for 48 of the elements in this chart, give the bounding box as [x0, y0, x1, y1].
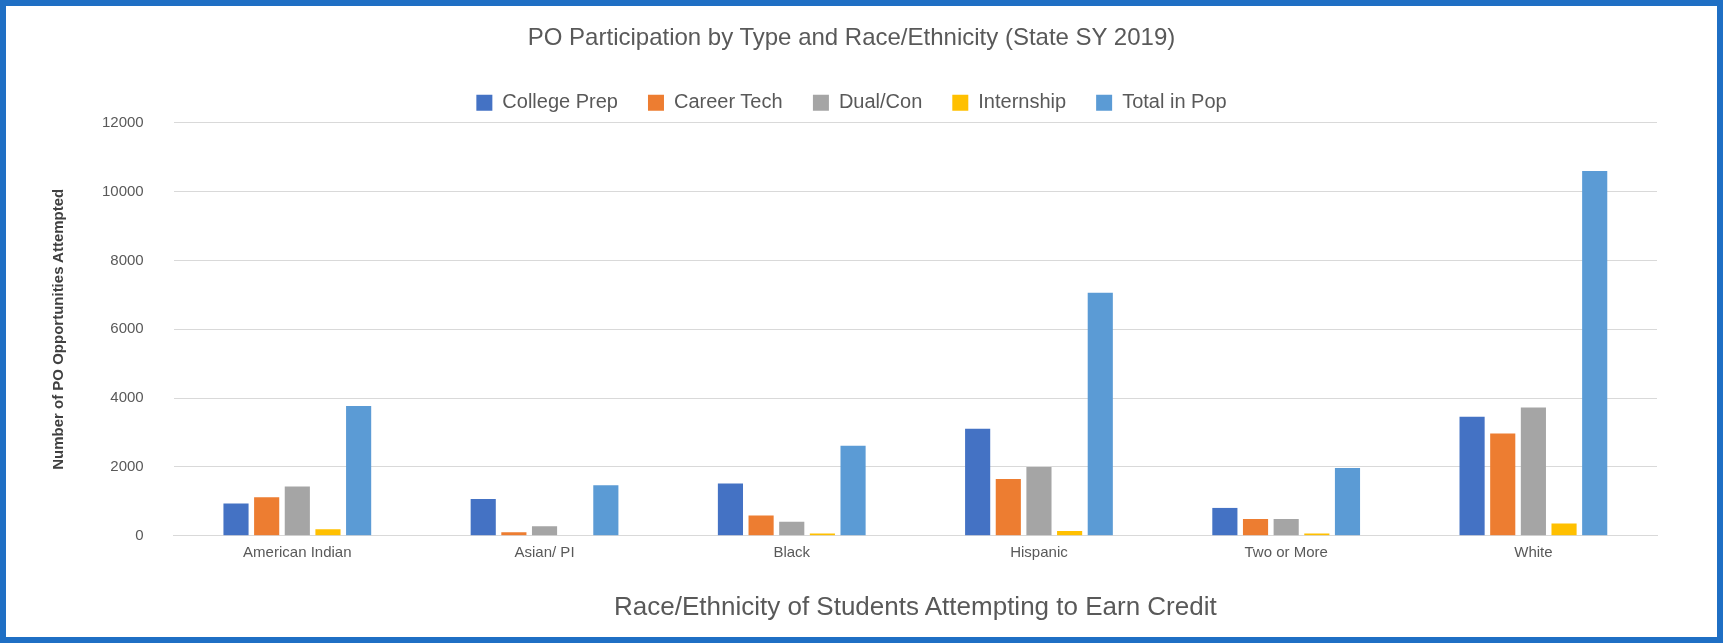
- chart-title: PO Participation by Type and Race/Ethnicity (State SY 2019): [527, 23, 1176, 51]
- bar: [1087, 292, 1113, 536]
- legend-label: Career Tech: [673, 90, 783, 113]
- y-tick-label: 10000: [101, 181, 144, 199]
- y-tick-label: 0: [135, 525, 144, 543]
- x-tick-label: White: [1514, 542, 1553, 560]
- bar: [254, 497, 280, 536]
- y-tick-label: 8000: [110, 250, 144, 268]
- y-axis-title: Number of PO Opportunities Attempted: [49, 188, 67, 470]
- legend-label: Total in Pop: [1122, 90, 1227, 113]
- legend-label: College Prep: [502, 90, 618, 113]
- bar: [501, 532, 527, 536]
- bar: [1273, 518, 1299, 536]
- y-tick-label: 12000: [101, 112, 144, 130]
- bar: [1242, 518, 1269, 536]
- bar: [1520, 407, 1546, 536]
- bar: [1490, 433, 1516, 536]
- x-tick-label: Two or More: [1244, 542, 1328, 560]
- bar: [1551, 523, 1577, 536]
- bar: [1026, 466, 1052, 536]
- y-tick-label: 2000: [110, 457, 144, 475]
- x-tick-label: Asian/ PI: [514, 542, 575, 560]
- bar: [1582, 170, 1608, 536]
- bar: [748, 515, 774, 536]
- bar: [1459, 416, 1485, 536]
- bar: [717, 483, 744, 536]
- bar: [531, 526, 558, 536]
- bar: [223, 503, 249, 536]
- y-tick-label: 6000: [110, 319, 144, 337]
- bar: [779, 521, 805, 536]
- x-tick-label: Black: [773, 542, 811, 560]
- bar: [995, 479, 1021, 536]
- x-tick-label: American Indian: [243, 542, 352, 560]
- legend-label: Dual/Con: [838, 90, 923, 113]
- bar: [1334, 468, 1361, 536]
- bar: [1057, 530, 1083, 536]
- bar: [1212, 507, 1238, 536]
- bar: [346, 406, 372, 536]
- bar: [965, 428, 991, 536]
- bar: [593, 485, 619, 536]
- bar: [315, 529, 341, 536]
- x-tick-label: Hispanic: [1010, 542, 1069, 560]
- bar: [840, 445, 866, 536]
- y-tick-label: 4000: [110, 388, 144, 406]
- bar: [284, 486, 310, 536]
- bar: [470, 498, 496, 536]
- legend-label: Internship: [978, 90, 1067, 113]
- x-axis-title: Race/Ethnicity of Students Attempting to Earn Credit: [614, 590, 1218, 621]
